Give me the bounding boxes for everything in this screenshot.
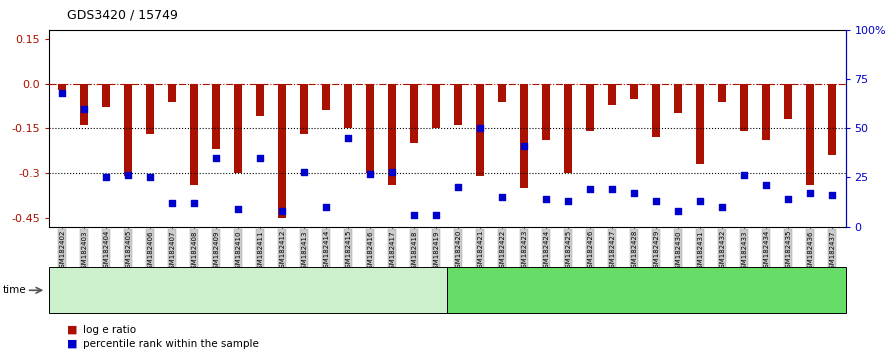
Bar: [322, 84, 330, 110]
Point: [99, 175, 113, 180]
Point: [605, 187, 619, 192]
Bar: [190, 84, 198, 185]
Point: [253, 155, 267, 161]
Point: [473, 125, 488, 131]
Bar: [763, 84, 770, 140]
Bar: [234, 84, 242, 173]
Point: [429, 212, 443, 218]
Bar: [168, 84, 176, 102]
Point: [759, 182, 773, 188]
Point: [209, 155, 223, 161]
Bar: [455, 84, 462, 125]
Text: ■: ■: [67, 325, 77, 335]
Point: [407, 212, 421, 218]
Bar: [696, 84, 704, 164]
Point: [803, 190, 817, 196]
Point: [451, 184, 465, 190]
Bar: [344, 84, 352, 128]
Text: time: time: [3, 285, 27, 295]
Bar: [542, 84, 550, 140]
Bar: [829, 84, 836, 155]
Point: [231, 206, 246, 212]
Point: [363, 171, 377, 176]
Point: [320, 204, 334, 210]
Point: [341, 135, 355, 141]
Bar: [609, 84, 616, 104]
Bar: [564, 84, 572, 173]
Bar: [718, 84, 726, 102]
Point: [143, 175, 158, 180]
Bar: [410, 84, 418, 143]
Point: [649, 198, 663, 204]
Text: GDS3420 / 15749: GDS3420 / 15749: [67, 9, 178, 22]
Bar: [675, 84, 682, 113]
Point: [517, 143, 531, 149]
Bar: [256, 84, 264, 116]
Bar: [498, 84, 506, 102]
Point: [121, 173, 135, 178]
Bar: [367, 84, 374, 173]
Bar: [476, 84, 484, 176]
Point: [671, 208, 685, 214]
Text: percentile rank within the sample: percentile rank within the sample: [83, 339, 259, 349]
Bar: [652, 84, 660, 137]
Bar: [587, 84, 595, 131]
Point: [297, 169, 311, 175]
Bar: [433, 84, 440, 128]
Bar: [806, 84, 814, 185]
Point: [495, 194, 509, 200]
Bar: [279, 84, 286, 218]
Point: [583, 187, 597, 192]
Point: [55, 90, 69, 96]
Bar: [213, 84, 220, 149]
Point: [187, 200, 201, 206]
Point: [539, 196, 554, 202]
Point: [825, 192, 839, 198]
Bar: [784, 84, 792, 119]
Point: [165, 200, 179, 206]
Text: 24 h: 24 h: [633, 284, 660, 297]
Point: [627, 190, 642, 196]
Point: [737, 173, 751, 178]
Bar: [59, 84, 66, 90]
Point: [693, 198, 708, 204]
Bar: [630, 84, 638, 98]
Point: [781, 196, 796, 202]
Text: log e ratio: log e ratio: [83, 325, 136, 335]
Bar: [300, 84, 308, 134]
Bar: [146, 84, 154, 134]
Bar: [388, 84, 396, 185]
Bar: [102, 84, 110, 108]
Point: [716, 204, 730, 210]
Point: [275, 208, 289, 214]
Text: ■: ■: [67, 339, 77, 349]
Bar: [740, 84, 748, 131]
Bar: [80, 84, 88, 125]
Point: [77, 106, 92, 112]
Bar: [125, 84, 132, 176]
Text: 4 h: 4 h: [239, 284, 258, 297]
Point: [385, 169, 400, 175]
Bar: [521, 84, 528, 188]
Point: [561, 198, 575, 204]
